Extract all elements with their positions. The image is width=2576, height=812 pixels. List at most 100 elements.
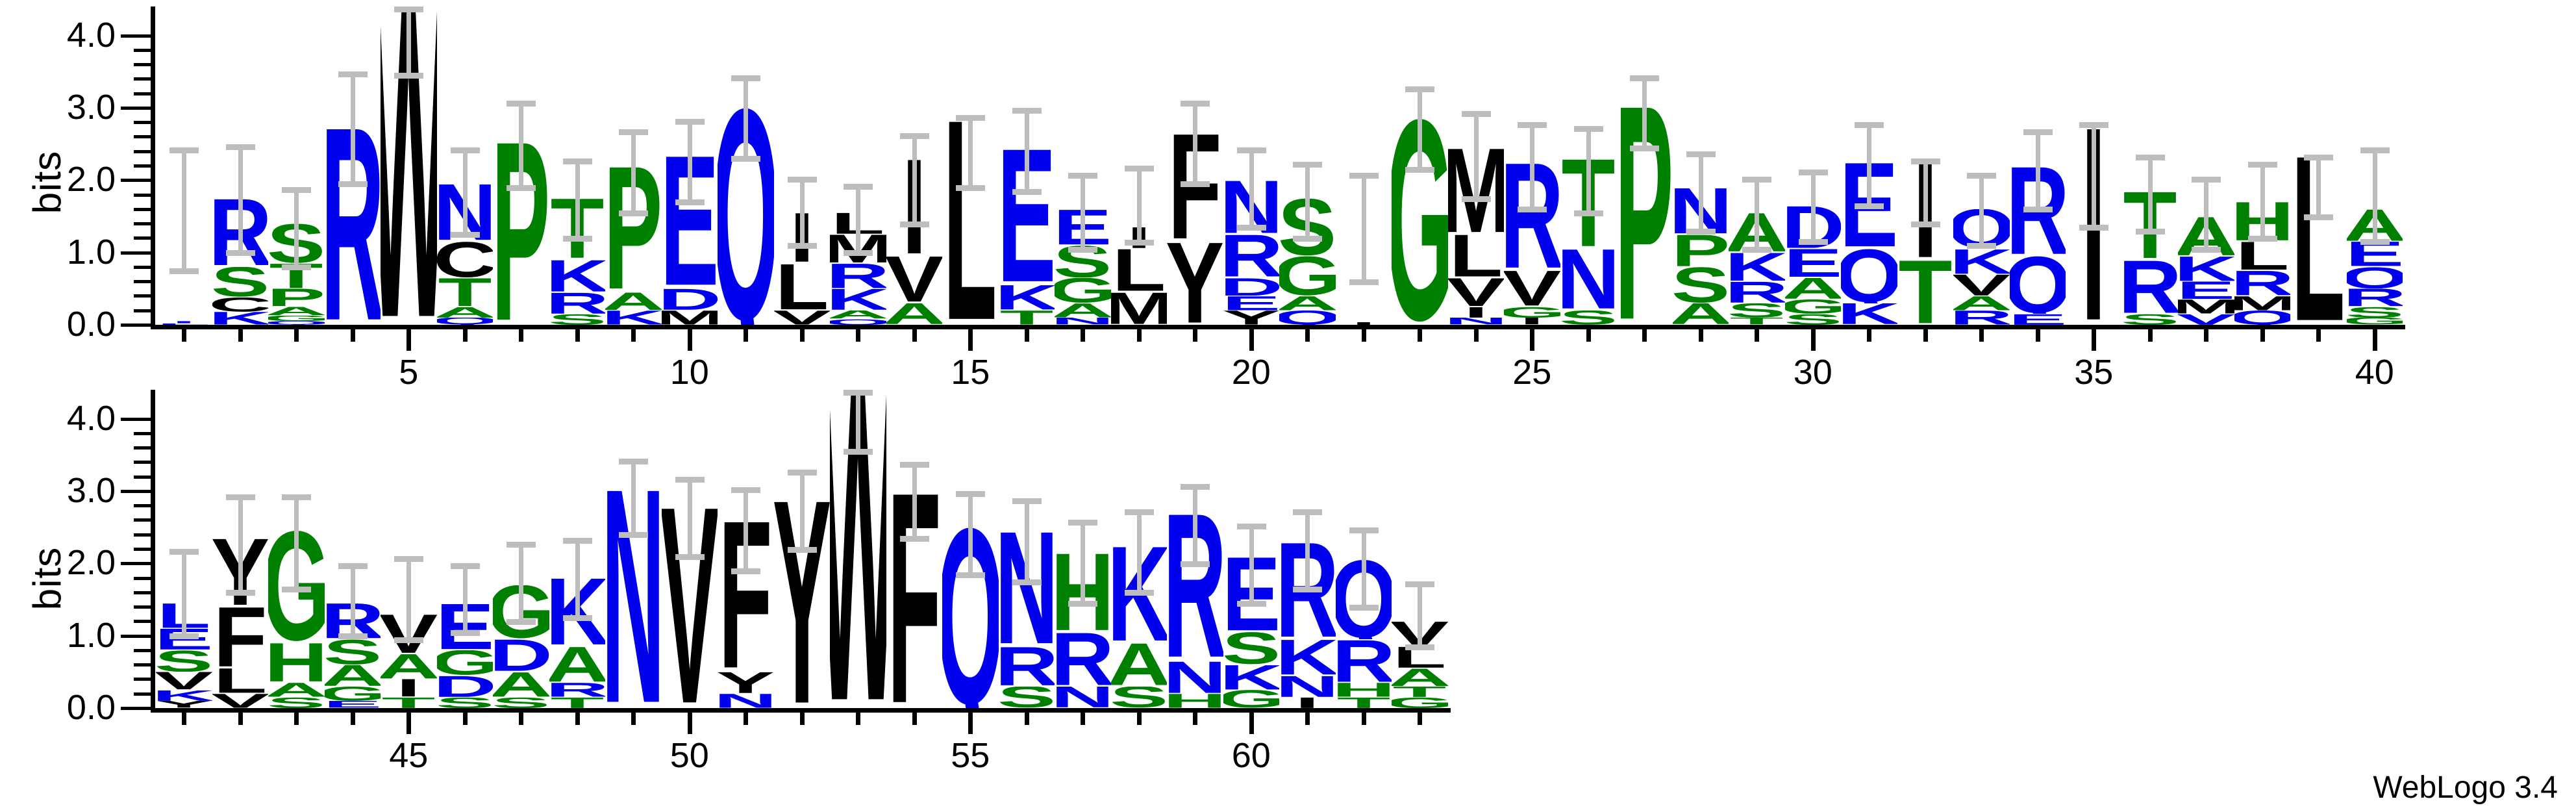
logo-letter: I — [1351, 322, 1376, 325]
logo-letter: K — [1223, 665, 1280, 690]
x-tick-minor — [350, 329, 355, 342]
logo-stack: F — [886, 390, 943, 708]
logo-stack: AKEMV — [2178, 6, 2234, 325]
y-tick-minor — [134, 475, 151, 479]
x-tick-label: 30 — [1793, 353, 1832, 392]
x-tick-minor — [519, 329, 524, 342]
y-tick-minor — [134, 431, 151, 435]
y-tick-major — [121, 562, 151, 566]
y-tick-minor — [134, 648, 151, 652]
y-tick-major — [121, 489, 151, 493]
logo-letter: A — [1055, 303, 1111, 318]
x-tick-label: 60 — [1231, 736, 1271, 775]
y-tick-label: 4.0 — [66, 15, 116, 55]
logo-stack: VLATG — [1392, 390, 1448, 708]
logo-letter: S — [156, 650, 212, 672]
logo-letter: K — [1729, 253, 1785, 282]
logo-letter: S — [268, 697, 325, 708]
logo-letter: T — [438, 277, 492, 307]
x-tick-minor — [2147, 329, 2153, 342]
x-tick-minor — [856, 329, 861, 342]
x-tick-minor — [799, 712, 805, 725]
logo-letter: E — [2178, 281, 2234, 300]
x-tick-major — [406, 712, 412, 734]
logo-stack: QRHT — [1336, 390, 1392, 708]
y-tick-major — [121, 251, 151, 255]
logo-stack: LMRKAQ — [830, 6, 886, 325]
logo-letter: E — [324, 700, 381, 708]
y-tick-label: 1.0 — [66, 232, 116, 272]
logo-letter: C — [212, 298, 269, 312]
y-tick-major — [121, 707, 151, 710]
x-tick-major — [687, 712, 692, 734]
y-tick-minor — [134, 77, 151, 81]
logo-letter: S — [1729, 303, 1785, 318]
y-tick-minor — [134, 48, 151, 52]
logo-letter: T — [1898, 259, 1953, 325]
x-tick-minor — [1305, 329, 1310, 342]
y-tick-minor — [134, 663, 151, 667]
logo-letter: A — [268, 307, 325, 315]
x-tick-minor — [1755, 329, 1760, 342]
logo-letter: N — [1560, 249, 1617, 311]
logo-letter: L — [2235, 241, 2290, 271]
logo-stack: IVA — [886, 6, 943, 325]
logo-letter: M — [2178, 299, 2234, 314]
x-tick-minor — [2035, 329, 2040, 342]
logo-letter: K — [156, 690, 212, 701]
x-tick-label: 10 — [669, 353, 709, 392]
logo-letter: T — [1392, 686, 1447, 698]
logo-letter: E — [1784, 249, 1842, 278]
logo-letter: A — [437, 307, 494, 318]
x-tick-minor — [744, 329, 749, 342]
logo-letter: G — [1785, 299, 1842, 314]
x-tick-label: 20 — [1231, 353, 1271, 392]
x-tick-label: 25 — [1512, 353, 1552, 392]
logo-letter: S — [549, 314, 606, 325]
x-tick-minor — [1361, 712, 1366, 725]
logo-letter: D — [437, 676, 494, 697]
y-tick-minor — [134, 692, 151, 696]
x-tick-major — [2372, 329, 2377, 351]
logo-letter: T — [999, 310, 1054, 325]
logo-stack: DEAGS — [1785, 6, 1842, 325]
logo-letter: L — [1392, 646, 1447, 668]
x-axis-line — [151, 325, 2405, 329]
logo-stack: RSAGE — [325, 390, 381, 708]
logo-letter: A — [830, 311, 886, 319]
x-tick-minor — [1418, 712, 1423, 725]
x-tick-minor — [744, 712, 749, 725]
logo-letter: T — [550, 697, 605, 708]
x-tick-minor — [462, 712, 468, 725]
y-tick-minor — [134, 605, 151, 609]
y-tick-label: 1.0 — [66, 615, 116, 655]
y-tick-minor — [134, 620, 151, 624]
y-tick-minor — [134, 533, 151, 537]
logo-stack: QKVAR — [1953, 6, 2010, 325]
x-tick-minor — [462, 329, 468, 342]
logo-letter: I — [1463, 307, 1488, 318]
logo-letter: R — [549, 683, 606, 697]
logo-letter: V — [212, 693, 269, 708]
logo-letter: V — [886, 256, 943, 303]
logo-letter: Q — [1279, 311, 1336, 325]
x-tick-minor — [238, 329, 243, 342]
x-tick-label: 5 — [399, 353, 419, 392]
y-tick-major — [121, 106, 151, 110]
logo-letter: V — [156, 672, 212, 691]
x-tick-minor — [294, 712, 299, 725]
x-tick-minor — [1698, 329, 1703, 342]
logo-letter: T — [1336, 697, 1391, 708]
logo-letter: E — [1223, 296, 1280, 311]
logo-stack: IT — [1897, 6, 1954, 325]
x-tick-minor — [1586, 329, 1591, 342]
x-tick-minor — [1473, 329, 1479, 342]
x-tick-minor — [519, 712, 524, 725]
logo-letter: E — [2346, 241, 2403, 267]
y-tick-minor — [134, 121, 151, 125]
x-tick-label: 55 — [951, 736, 990, 775]
y-axis-line — [151, 6, 155, 325]
x-tick-label: 35 — [2074, 353, 2114, 392]
logo-letter: L — [1449, 234, 1503, 278]
